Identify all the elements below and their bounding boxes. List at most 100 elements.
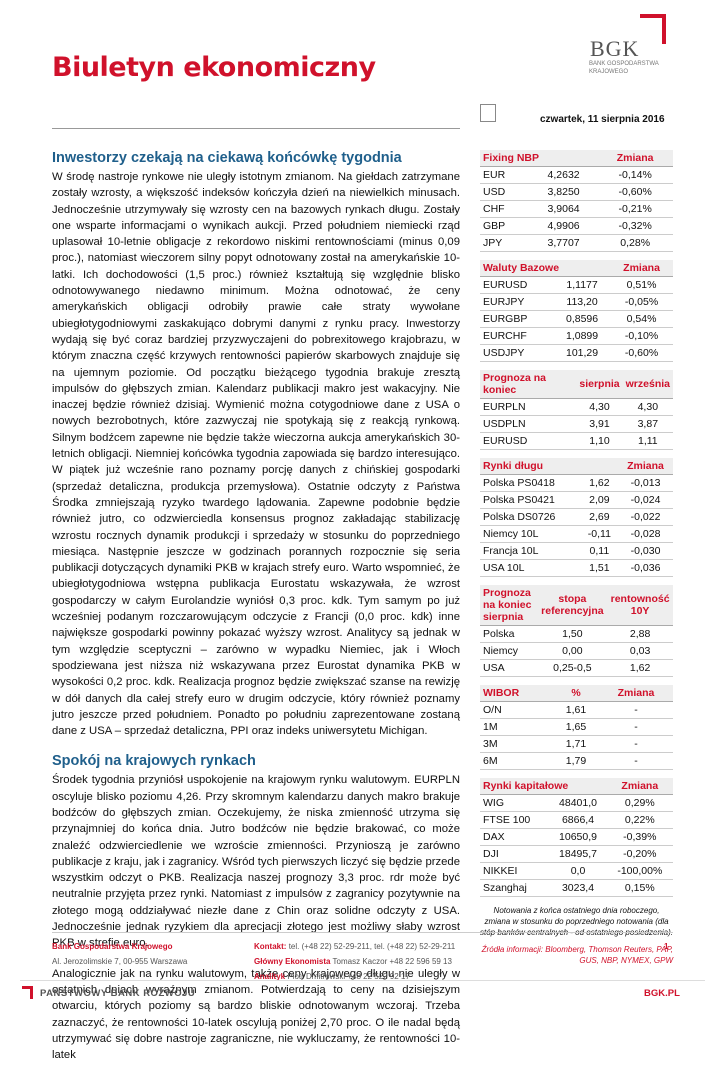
table-cell: -100,00% [606, 862, 673, 880]
table-cell: 4,30 [576, 398, 623, 416]
title: Biuletyn ekonomiczny [52, 52, 376, 83]
table-row: JPY 3,7707 0,28% [480, 234, 673, 252]
table-cell: FTSE 100 [480, 811, 550, 829]
table-row: Niemcy 10L -0,11 -0,028 [480, 525, 673, 543]
market-table: WIBOR% Zmiana O/N 1,61-1M 1,65-3M 1,71-6M 1,79… [480, 685, 673, 770]
table-row: Niemcy 0,00 0,03 [480, 642, 673, 660]
table-cell: -0,14% [597, 166, 673, 184]
table-cell: 48401,0 [549, 794, 607, 812]
table-cell: 113,20 [554, 293, 611, 311]
table-cell: -0,022 [618, 508, 673, 526]
table-cell: 1,10 [576, 432, 623, 450]
table-cell: NIKKEI [480, 862, 550, 880]
table-title: WIBOR [480, 685, 554, 702]
table-cell: 0,15% [606, 879, 673, 897]
table-header-row: Rynki długu Zmiana [480, 458, 673, 475]
table-cell: 3023,4 [549, 879, 607, 897]
table-row: Polska DS0726 2,69 -0,022 [480, 508, 673, 526]
table-row: Polska PS0418 1,62 -0,013 [480, 474, 673, 492]
table-cell: EURUSD [480, 276, 555, 294]
table-cell: USA [480, 659, 538, 677]
table-cell: 0,29% [606, 794, 673, 812]
paragraph: W środę nastroje rynkowe nie uległy isto… [52, 171, 460, 738]
economist: Tomasz Kaczor +48 22 596 59 13 [332, 957, 452, 966]
table-cell: 10650,9 [549, 828, 607, 846]
footer-rule [52, 932, 673, 933]
column-header: rentowność 10Y [607, 585, 673, 626]
column-header: Zmiana [606, 778, 673, 795]
economist-label: Główny Ekonomista [254, 957, 331, 966]
table-row: DAX 10650,9 -0,39% [480, 828, 673, 846]
analyst-label: Analityk [254, 972, 286, 981]
table-row: Polska 1,50 2,88 [480, 625, 673, 643]
table-cell: EURUSD [480, 432, 577, 450]
table-cell: -0,32% [597, 217, 673, 235]
table-row: Polska PS0421 2,09 -0,024 [480, 491, 673, 509]
market-table: Rynki kapitałowe Zmiana WIG 48401,0 0,29% FTS… [480, 778, 673, 897]
column-header: stopa referencyjna [537, 585, 608, 626]
table-cell: 1,62 [580, 474, 619, 492]
table-header-row: Fixing NBP Zmiana [480, 150, 673, 167]
table-row: EURUSD 1,10 1,11 [480, 432, 673, 450]
table-cell: USDJPY [480, 344, 555, 362]
market-table: Fixing NBP Zmiana EUR 4,2632 -0,14% USD 3,8250… [480, 150, 673, 252]
table-cell: 101,29 [554, 344, 611, 362]
column-header: Zmiana [618, 458, 673, 475]
sources: Źródła informacji: Bloomberg, Thomson Re… [481, 945, 673, 965]
table-cell: -0,39% [606, 828, 673, 846]
column-header: Zmiana [610, 260, 673, 277]
table-cell: 1,0899 [554, 327, 611, 345]
table-cell: Polska PS0421 [480, 491, 581, 509]
table-cell: 0,8596 [554, 310, 611, 328]
table-cell: 0,28% [597, 234, 673, 252]
section-heading: Inwestorzy czekają na ciekawą końcówkę t… [52, 150, 402, 166]
table-cell: -0,21% [597, 200, 673, 218]
table-row: EURUSD 1,1177 0,51% [480, 276, 673, 294]
table-header-row: WIBOR% Zmiana [480, 685, 673, 702]
table-cell: 1,1177 [554, 276, 611, 294]
date: czwartek, 11 sierpnia 2016 [540, 114, 665, 125]
table-cell: CHF [480, 200, 530, 218]
page: Biuletyn ekonomiczny BGK BANK GOSPODARST… [20, 14, 705, 1062]
table-cell: 1,51 [580, 559, 619, 577]
table-cell: 1,11 [622, 432, 673, 450]
table-cell: 3,87 [622, 415, 673, 433]
table-cell: 0,51% [610, 276, 673, 294]
table-row: EURCHF 1,0899 -0,10% [480, 327, 673, 345]
table-cell: -0,60% [610, 344, 673, 362]
table-header-row: Prognoza na koniec sierpnia stopa referen… [480, 585, 673, 626]
table-cell: 0,00 [537, 642, 608, 660]
column-header: Zmiana [598, 685, 673, 702]
logo: BGK [590, 36, 640, 61]
table-cell: -0,036 [618, 559, 673, 577]
table-cell: 1,61 [553, 701, 599, 719]
table-cell: GBP [480, 217, 530, 235]
table-row: USA 0,25-0,5 1,62 [480, 659, 673, 677]
table-row: CHF 3,9064 -0,21% [480, 200, 673, 218]
table-cell: DJI [480, 845, 550, 863]
table-cell: O/N [480, 701, 554, 719]
table-header-row: Prognoza na koniec sierpnia września [480, 370, 673, 399]
table-cell: Niemcy 10L [480, 525, 581, 543]
table-cell: WIG [480, 794, 550, 812]
table-title: Prognoza na koniec [480, 370, 577, 399]
table-cell: - [598, 718, 673, 736]
table-row: 6M 1,79- [480, 752, 673, 770]
table-row: EURPLN 4,30 4,30 [480, 398, 673, 416]
table-cell: EURJPY [480, 293, 555, 311]
table-row: EURGBP 0,8596 0,54% [480, 310, 673, 328]
footer-bank: Bank Gospodarstwa Krajowego [52, 942, 173, 951]
sidebar: Fixing NBP Zmiana EUR 4,2632 -0,14% USD 3,8250… [480, 150, 673, 966]
table-cell: -0,024 [618, 491, 673, 509]
table-row: FTSE 100 6866,4 0,22% [480, 811, 673, 829]
table-cell: 4,2632 [529, 166, 598, 184]
section-heading: Spokój na krajowych rynkach [52, 753, 256, 770]
table-row: EURJPY 113,20 -0,05% [480, 293, 673, 311]
table-row: USD 3,8250 -0,60% [480, 183, 673, 201]
table-cell: USD [480, 183, 530, 201]
table-cell: 18495,7 [549, 845, 607, 863]
table-cell: 1,65 [553, 718, 599, 736]
table-row: USA 10L 1,51 -0,036 [480, 559, 673, 577]
table-cell: JPY [480, 234, 530, 252]
column-header: Zmiana [597, 150, 673, 167]
